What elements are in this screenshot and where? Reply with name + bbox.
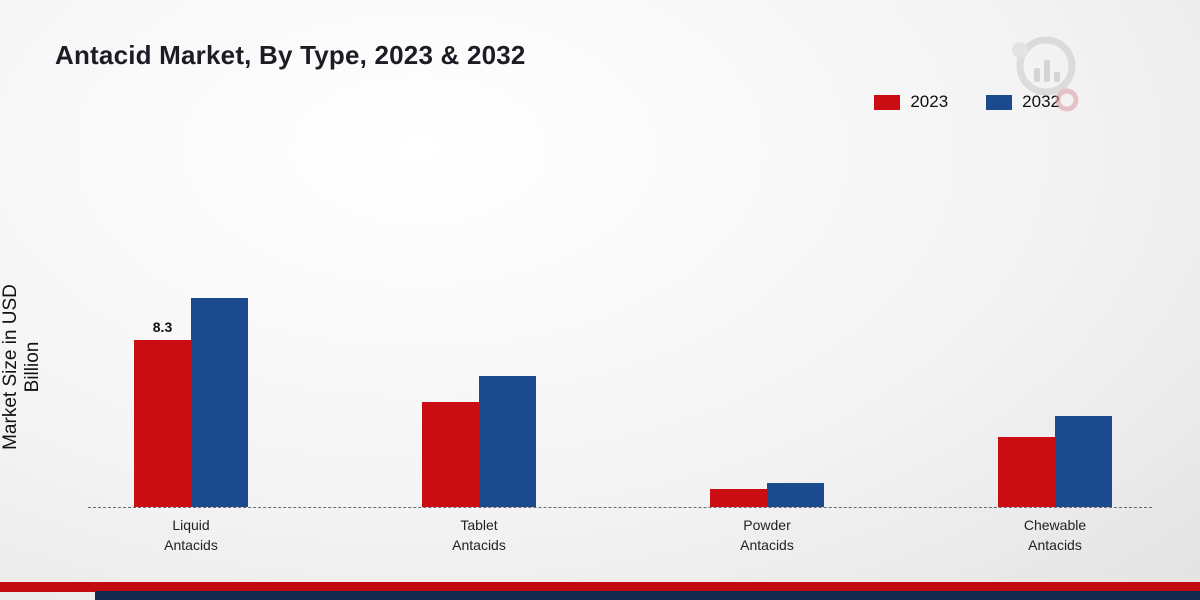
footer-accent-bar-red <box>0 582 1200 592</box>
category-label-liquid-antacids: Liquid Antacids <box>164 517 218 553</box>
brand-logo <box>1012 36 1079 112</box>
category-label-powder-antacids: Powder Antacids <box>740 517 794 553</box>
category-label-chewable-antacids: Chewable Antacids <box>1023 517 1087 553</box>
legend-label-2023: 2023 <box>910 92 949 111</box>
bar-2023-chewable-antacids <box>998 437 1055 507</box>
bar-2032-powder-antacids <box>767 483 824 507</box>
bar-2023-liquid-antacids <box>134 340 191 507</box>
legend-item-2023: 2023 <box>874 92 948 112</box>
bar-2023-powder-antacids <box>710 489 767 507</box>
legend-swatch-2032 <box>986 94 1013 110</box>
x-axis-baseline <box>88 507 1152 508</box>
legend-swatch-2023 <box>874 94 901 110</box>
legend-item-2032: 2032 <box>986 92 1060 112</box>
bar-2032-tablet-antacids <box>479 376 536 507</box>
chart-title: Antacid Market, By Type, 2023 & 2032 <box>55 40 526 70</box>
bar-value-label: 8.3 <box>152 319 173 335</box>
bar-2023-tablet-antacids <box>422 402 479 507</box>
legend: 2023 2032 <box>874 92 1060 112</box>
bar-2032-chewable-antacids <box>1055 416 1112 507</box>
legend-label-2032: 2032 <box>1022 92 1060 111</box>
category-label-tablet-antacids: Tablet Antacids <box>452 517 506 553</box>
bar-2032-liquid-antacids <box>191 298 248 507</box>
footer-accent-bar-navy <box>95 591 1200 600</box>
